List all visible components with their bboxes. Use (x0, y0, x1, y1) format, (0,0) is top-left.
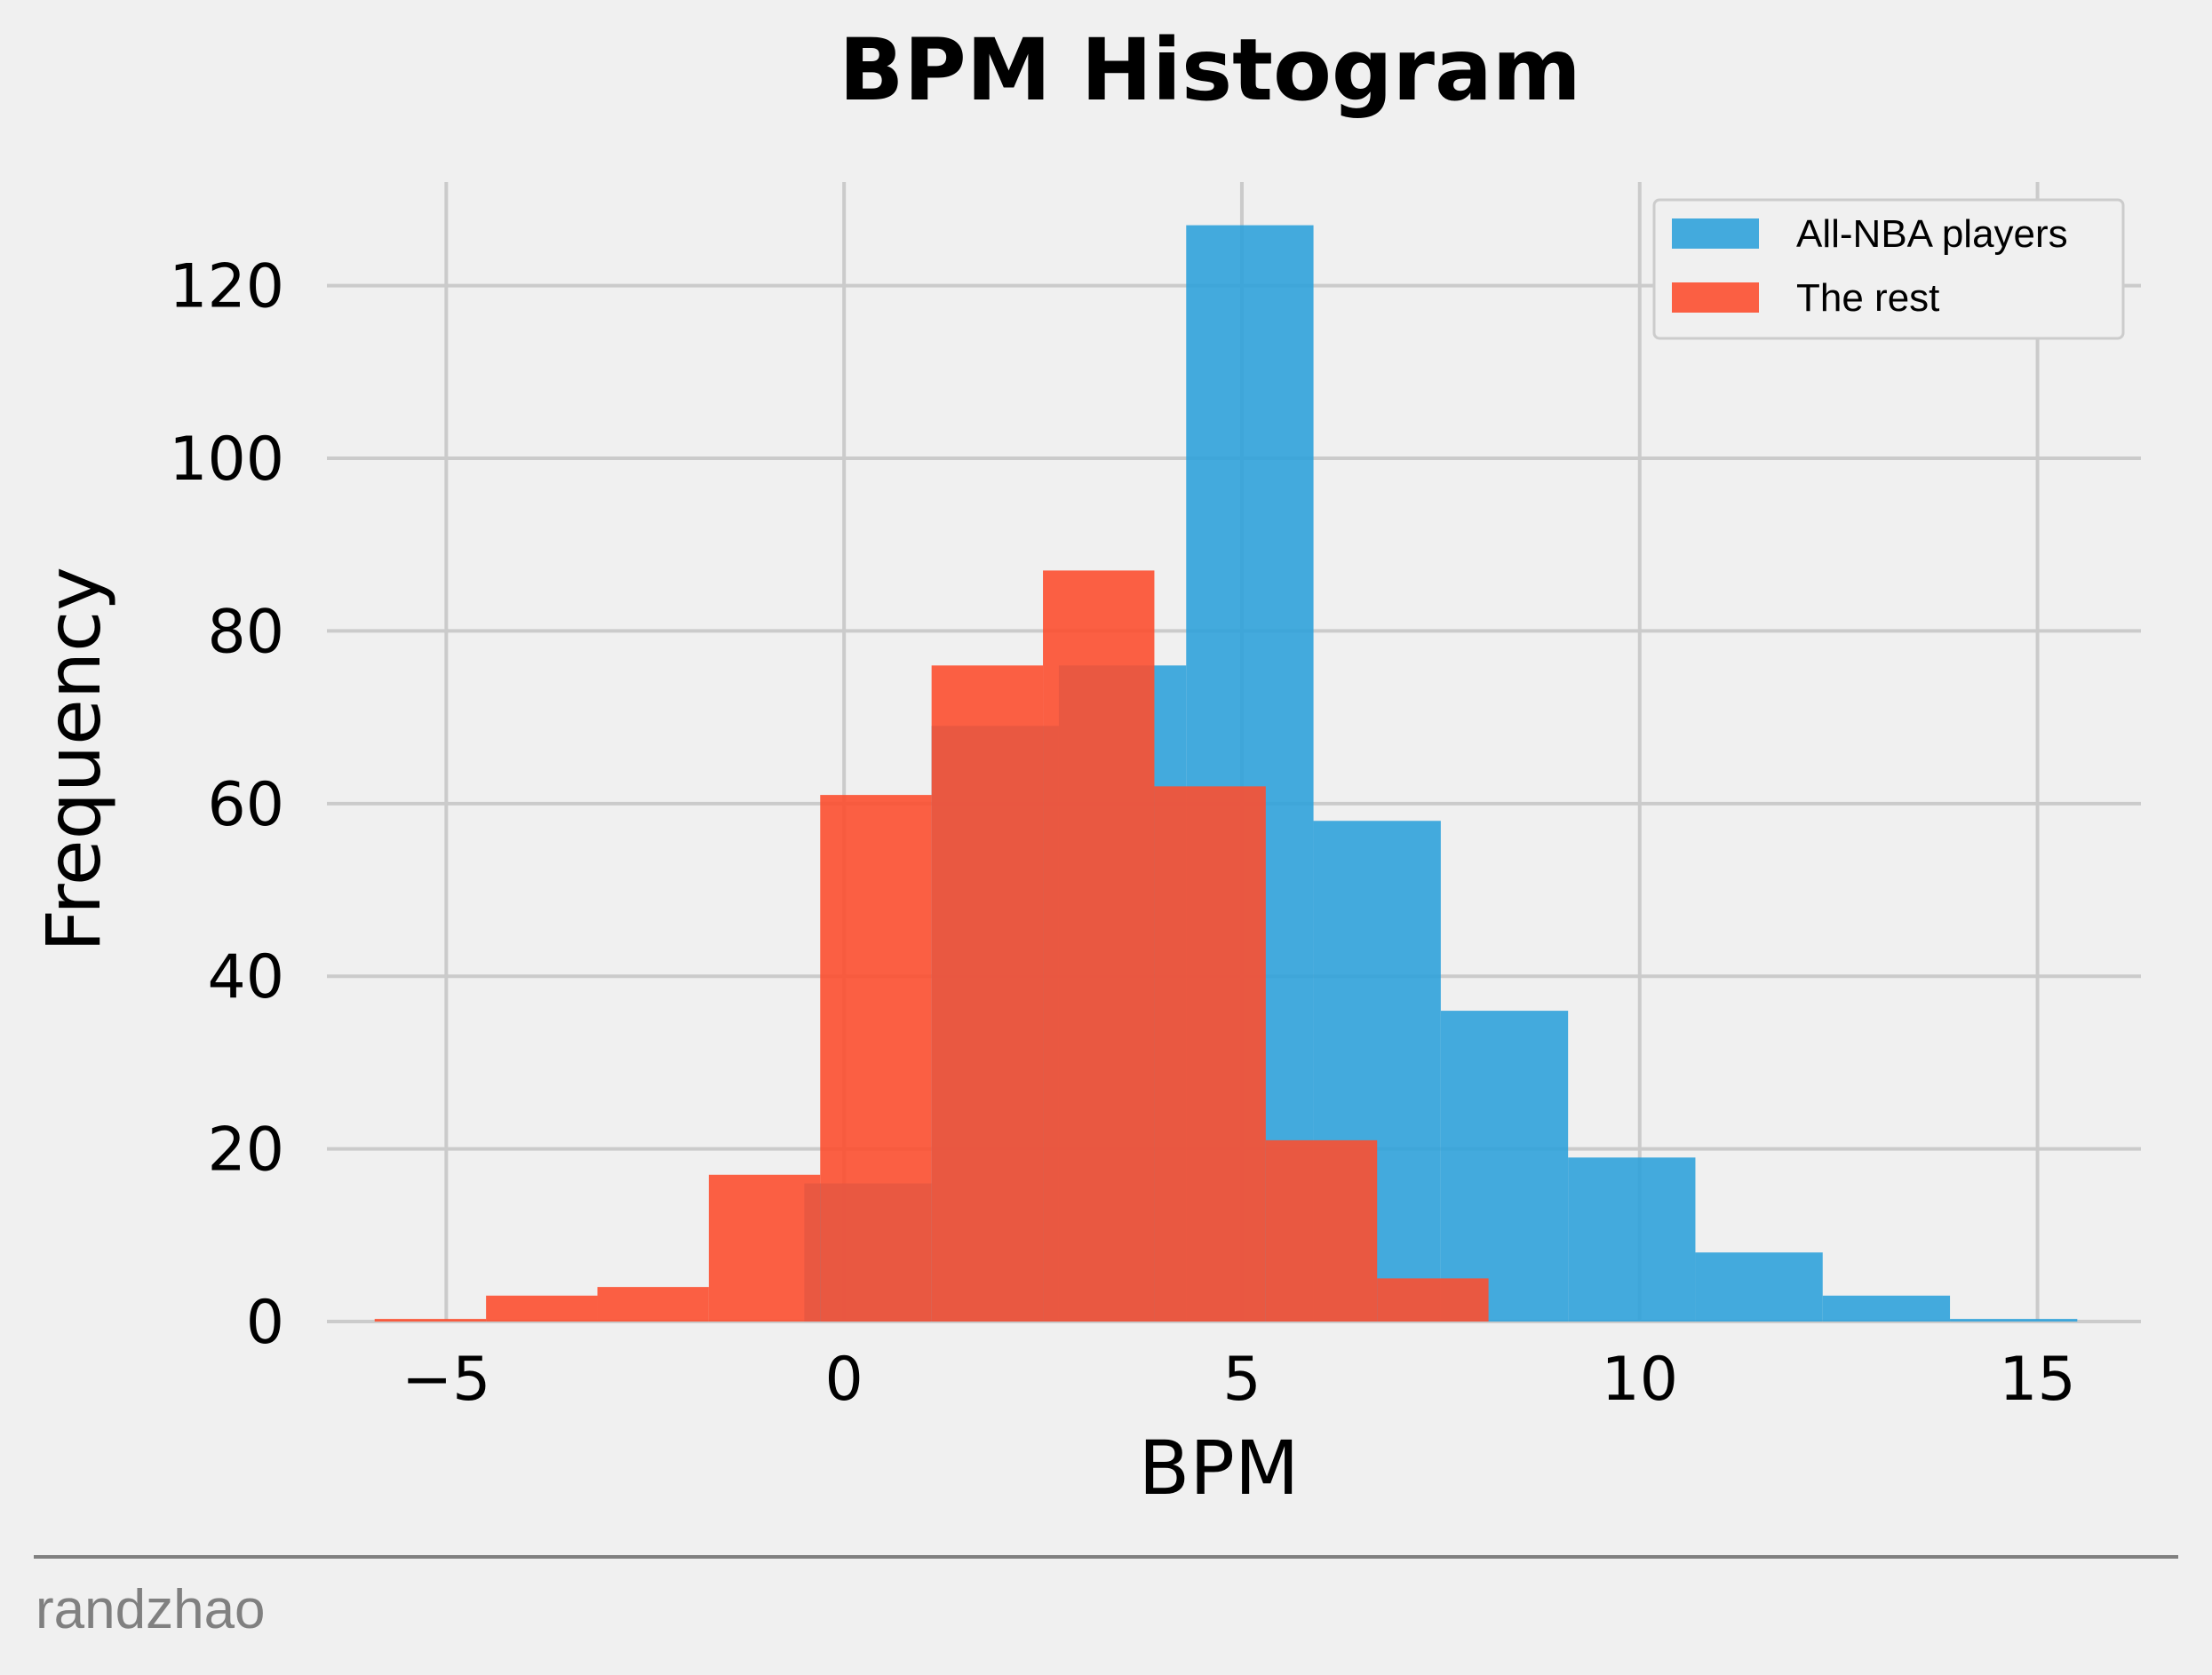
y-axis-label: Frequency (30, 567, 117, 952)
histogram-bar (1043, 570, 1155, 1322)
x-tick-label: 15 (1999, 1345, 2076, 1415)
histogram-bar (1822, 1295, 1951, 1322)
histogram-bar (597, 1287, 709, 1322)
y-tick-label: 100 (169, 425, 284, 495)
x-axis-label: BPM (1139, 1425, 1300, 1512)
x-tick-label: 0 (825, 1345, 863, 1415)
legend-frame (1652, 198, 2125, 340)
x-tick-label: 10 (1601, 1345, 1678, 1415)
histogram-bar (1950, 1319, 2078, 1322)
footer-credit: randzhao (36, 1579, 266, 1640)
legend-swatch (1672, 282, 1759, 313)
y-tick-label: 40 (207, 942, 284, 1012)
legend-label: The rest (1796, 276, 1939, 320)
legend: All-NBA players The rest (1652, 198, 2125, 340)
y-tick-label: 80 (207, 597, 284, 667)
y-tick-label: 20 (207, 1115, 284, 1186)
series-the-rest (374, 570, 1489, 1322)
tick-labels: −5 0 5 10 15 0 20 40 60 80 100 120 (169, 252, 2076, 1415)
histogram-bar (1440, 1011, 1569, 1322)
histogram-bar (708, 1174, 821, 1322)
y-tick-label: 0 (246, 1288, 284, 1358)
legend-swatch (1672, 218, 1759, 249)
histogram-bar (931, 665, 1044, 1322)
histogram-bar (374, 1319, 487, 1322)
histogram-bar (486, 1295, 598, 1322)
y-tick-label: 60 (207, 770, 284, 840)
histogram-bar (1695, 1252, 1823, 1322)
histogram-bar (1568, 1157, 1696, 1322)
x-tick-label: −5 (402, 1345, 490, 1415)
legend-label: All-NBA players (1796, 212, 2068, 256)
x-tick-label: 5 (1222, 1345, 1261, 1415)
histogram-bar (1154, 786, 1266, 1322)
y-tick-label: 120 (169, 252, 284, 322)
chart-title: BPM Histogram (839, 20, 1581, 120)
histogram-bar (1377, 1278, 1489, 1322)
histogram-bar (1265, 1139, 1378, 1322)
bars (374, 225, 2078, 1322)
histogram-bar (820, 795, 932, 1322)
